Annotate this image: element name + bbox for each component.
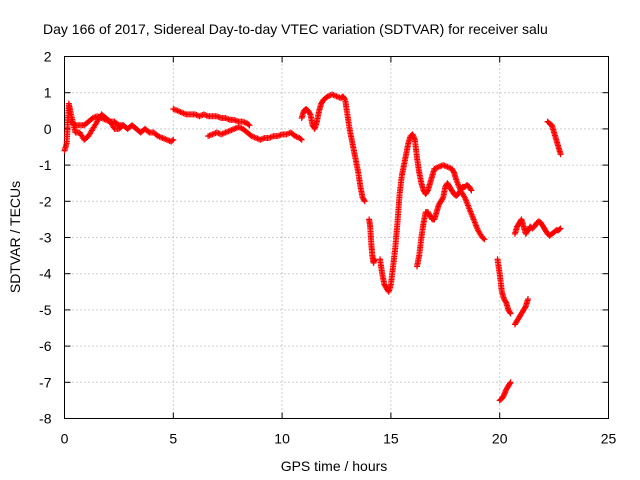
data-point (298, 136, 305, 143)
y-tick-label: -6 (39, 338, 52, 354)
data-point (557, 151, 564, 158)
x-tick-label: 25 (601, 431, 617, 447)
data-point (306, 110, 313, 117)
chart-title: Day 166 of 2017, Sidereal Day-to-day VTE… (43, 21, 548, 37)
data-point (506, 309, 513, 316)
data-point (361, 197, 368, 204)
data-point (557, 225, 564, 232)
data-point (450, 168, 457, 175)
data-point (524, 296, 531, 303)
data-point (246, 122, 253, 129)
data-point (276, 132, 283, 139)
data-points (61, 91, 564, 404)
y-tick-label: -3 (39, 230, 52, 246)
data-point (170, 136, 177, 143)
y-tick-label: 2 (44, 49, 52, 65)
y-tick-label: 0 (44, 121, 52, 137)
data-point (522, 304, 529, 311)
y-tick-label: 1 (44, 85, 52, 101)
data-point (424, 188, 431, 195)
data-point (439, 195, 446, 202)
data-point (267, 134, 274, 141)
data-point (260, 135, 267, 142)
data-point (507, 310, 514, 317)
data-point (197, 112, 204, 119)
y-tick-label: -1 (39, 157, 52, 173)
data-point (467, 186, 474, 193)
data-point (203, 112, 210, 119)
data-point (223, 115, 230, 122)
data-point (506, 380, 513, 387)
data-point (234, 118, 241, 125)
data-point (169, 137, 176, 144)
data-point (225, 116, 232, 123)
data-point (507, 379, 514, 386)
x-tick-label: 5 (169, 431, 177, 447)
y-tick-label: -8 (39, 411, 52, 427)
data-point (193, 112, 200, 119)
data-point (371, 256, 378, 263)
data-point (556, 226, 563, 233)
data-point (502, 298, 509, 305)
y-tick-label: -2 (39, 193, 52, 209)
x-tick-label: 0 (61, 431, 69, 447)
x-axis-label: GPS time / hours (281, 458, 388, 474)
y-axis: 2 1 0 -1 -2 -3 -4 -5 -6 -7 -8 (39, 49, 609, 427)
grid (64, 56, 609, 419)
x-tick-label: 15 (383, 431, 399, 447)
data-point (277, 131, 284, 138)
data-point (202, 112, 209, 119)
data-point (341, 95, 348, 102)
data-point (245, 121, 252, 128)
x-axis: 0 5 10 15 20 25 (61, 56, 617, 447)
data-point (215, 130, 222, 137)
data-point (481, 236, 488, 243)
y-tick-label: -5 (39, 302, 52, 318)
data-point (268, 133, 275, 140)
y-axis-label: SDTVAR / TECUs (7, 181, 23, 293)
y-tick-label: -7 (39, 374, 52, 390)
data-point (480, 235, 487, 242)
data-point (216, 114, 223, 121)
x-tick-label: 20 (492, 431, 508, 447)
data-point (468, 187, 475, 194)
data-point (258, 136, 265, 143)
data-point (232, 117, 239, 124)
data-point (120, 122, 127, 129)
data-point (215, 113, 222, 120)
data-point (361, 198, 368, 205)
y-tick-label: -4 (39, 266, 52, 282)
x-tick-label: 10 (274, 431, 290, 447)
data-point (297, 135, 304, 142)
